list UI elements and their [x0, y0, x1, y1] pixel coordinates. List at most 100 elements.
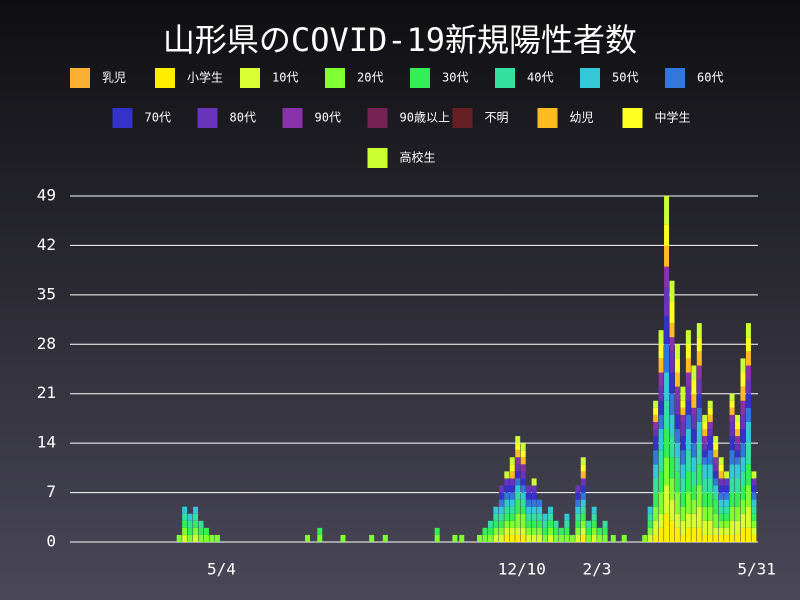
bar-segment — [526, 506, 532, 514]
bar-segment — [504, 471, 510, 479]
bar-segment — [515, 513, 521, 528]
bar-segment — [745, 351, 751, 366]
bar-segment — [740, 527, 746, 542]
bar-segment — [691, 443, 697, 458]
bar-segment — [713, 443, 719, 451]
bar-segment — [187, 520, 193, 528]
bar-segment — [575, 499, 581, 507]
y-tick-label: 28 — [37, 334, 56, 353]
bar-segment — [745, 527, 751, 542]
y-tick-label: 21 — [37, 383, 56, 402]
bar-segment — [493, 506, 499, 514]
bar-segment — [696, 337, 702, 352]
bar-segment — [751, 485, 757, 493]
bar-segment — [707, 520, 713, 535]
bar-segment — [669, 520, 675, 542]
bar-segment — [658, 400, 664, 415]
bar-segment — [745, 464, 751, 486]
bar-segment — [658, 414, 664, 430]
bar-segment — [575, 492, 581, 500]
bar-segment — [664, 372, 670, 401]
bar-segment — [653, 414, 659, 422]
bar-segment — [340, 534, 346, 542]
bar-segment — [653, 407, 659, 415]
bar-segment — [745, 379, 751, 394]
bar-segment — [317, 527, 323, 535]
legend-label: 90代 — [315, 111, 341, 125]
bar-segment — [515, 457, 521, 465]
bar-segment — [487, 534, 493, 542]
bar-segment — [696, 464, 702, 486]
bar-segment — [575, 520, 581, 528]
bar-segment — [669, 351, 675, 373]
bar-segment — [504, 492, 510, 500]
bar-segment — [669, 323, 675, 338]
legend-swatch — [410, 68, 430, 88]
bar-segment — [548, 506, 553, 514]
x-tick-label: 5/31 — [737, 560, 776, 579]
bar-segment — [735, 506, 741, 521]
bar-segment — [724, 506, 730, 514]
bar-segment — [520, 478, 526, 486]
bar-segment — [729, 492, 735, 507]
bar-segment — [702, 534, 708, 542]
bar-segment — [735, 414, 741, 422]
bar-segment — [198, 520, 204, 528]
legend-swatch — [240, 68, 260, 88]
bar-segment — [724, 492, 730, 500]
bar-segment — [515, 464, 521, 472]
bar-segment — [713, 527, 719, 535]
bar-segment — [696, 485, 702, 507]
bar-segment — [751, 499, 757, 507]
bar-segment — [735, 450, 741, 458]
bar-segment — [580, 534, 586, 542]
bar-segment — [664, 344, 670, 373]
bar-segment — [653, 478, 659, 493]
bar-segment — [729, 450, 735, 465]
bar-segment — [740, 358, 746, 373]
bar-segment — [696, 407, 702, 422]
bar-segment — [493, 527, 499, 535]
bar-segment — [477, 534, 482, 542]
legend-swatch — [622, 108, 643, 128]
bar-segment — [669, 457, 675, 479]
bar-segment — [498, 520, 504, 528]
bar-segment — [729, 414, 735, 422]
bar-segment — [669, 499, 675, 521]
bar-segment — [751, 513, 757, 521]
bar-segment — [740, 372, 746, 387]
bar-segment — [724, 485, 730, 493]
bar-segment — [691, 513, 697, 528]
bar-segment — [713, 436, 719, 444]
bar-segment — [718, 520, 724, 528]
bar-segment — [647, 513, 653, 521]
bar-segment — [658, 513, 664, 528]
bar-segment — [745, 365, 751, 380]
bar-segment — [669, 393, 675, 415]
bar-segment — [674, 414, 680, 430]
bar-segment — [702, 414, 708, 422]
bar-segment — [718, 485, 724, 493]
bar-segment — [713, 457, 719, 465]
bar-segment — [653, 429, 659, 437]
bar-segment — [553, 527, 559, 535]
bar-segment — [729, 421, 735, 437]
legend-label: 小学生 — [187, 70, 223, 85]
bar-segment — [664, 429, 670, 458]
bar-segment — [198, 534, 204, 542]
bar-segment — [674, 513, 680, 528]
bar-segment — [520, 534, 526, 542]
legend-swatch — [112, 108, 133, 128]
bar-segment — [531, 492, 537, 500]
bar-segment — [658, 471, 664, 493]
bar-segment — [515, 450, 521, 458]
bar-segment — [520, 443, 526, 451]
bar-segment — [658, 492, 664, 514]
bar-segment — [553, 520, 559, 528]
bar-segment — [586, 534, 592, 542]
bar-segment — [751, 527, 757, 535]
bar-segment — [718, 499, 724, 507]
bar-segment — [713, 478, 719, 486]
bar-segment — [198, 527, 204, 535]
legend-label: 30代 — [442, 71, 468, 85]
